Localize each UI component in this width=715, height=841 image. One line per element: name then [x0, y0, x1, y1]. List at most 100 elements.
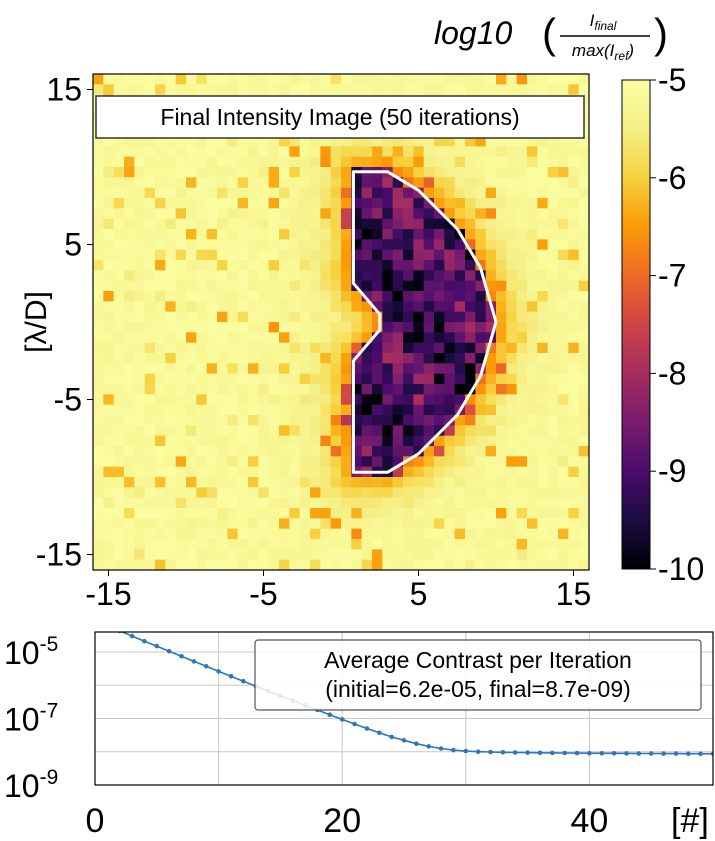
heatmap-cell	[289, 477, 301, 488]
heatmap-cell	[444, 363, 456, 375]
heatmap-cell	[496, 518, 507, 530]
heatmap-cell	[392, 518, 404, 530]
heatmap-cell	[289, 74, 301, 85]
heatmap-cell	[351, 249, 363, 261]
heatmap-cell	[144, 456, 156, 468]
heatmap-cell	[413, 518, 425, 530]
heatmap-cell	[547, 539, 559, 550]
heatmap-cell	[434, 156, 445, 168]
heatmap-cell	[392, 353, 404, 364]
heatmap-cell	[392, 74, 404, 85]
heatmap-cell	[186, 404, 197, 416]
heatmap-cell	[475, 198, 487, 209]
heatmap-cell	[382, 136, 394, 147]
heatmap-cell	[310, 229, 321, 240]
heatmap-cell	[227, 74, 239, 85]
heatmap-cell	[341, 456, 352, 468]
heatmap-cell	[217, 156, 228, 168]
heatmap-cell	[547, 146, 559, 158]
heatmap-cell	[527, 74, 538, 85]
heatmap-cell	[496, 136, 507, 147]
heatmap-cell	[506, 270, 518, 282]
heatmap-cell	[258, 528, 270, 540]
heatmap-cell	[537, 187, 549, 199]
heatmap-cell	[485, 239, 497, 251]
heatmap-cell	[186, 156, 197, 168]
heatmap-cell	[330, 177, 342, 189]
heatmap-cell	[485, 136, 497, 147]
heatmap-cell	[361, 218, 373, 230]
heatmap-cell	[537, 280, 549, 292]
heatmap-cell	[454, 249, 466, 261]
heatmap-cell	[516, 146, 528, 158]
heatmap-cell	[186, 167, 197, 178]
heatmap-cell	[496, 373, 507, 385]
heatmap-cell	[506, 373, 518, 385]
heatmap-cell	[196, 156, 208, 168]
heatmap-cell	[155, 239, 166, 251]
heatmap-cell	[279, 425, 290, 437]
heatmap-cell	[341, 446, 352, 457]
heatmap-cell	[237, 353, 249, 364]
heatmap-cell	[454, 136, 466, 147]
heatmap-cell	[475, 136, 487, 147]
heatmap-cell	[444, 549, 456, 561]
heatmap-cell	[144, 322, 156, 333]
colorbar-label-paren-open: (	[542, 10, 556, 57]
heatmap-cell	[279, 239, 290, 251]
heatmap-cell	[558, 404, 569, 416]
line-chart-legend: Average Contrast per Iteration (initial=…	[254, 639, 702, 711]
heatmap-cell	[392, 539, 404, 550]
heatmap-cell	[496, 508, 507, 519]
heatmap-cell	[351, 497, 363, 509]
heatmap-cell	[392, 208, 404, 220]
heatmap-cell	[454, 260, 466, 271]
heatmap-cell	[248, 167, 259, 178]
heatmap-cell	[372, 353, 383, 364]
heatmap-cell	[217, 353, 228, 364]
dark-hole-boundary	[351, 170, 498, 474]
contrast-data-point	[475, 749, 481, 754]
heatmap-cell	[155, 415, 166, 426]
heatmap-cell	[537, 404, 549, 416]
heatmap-cell	[165, 249, 177, 261]
heatmap-cell	[227, 167, 239, 178]
heatmap-cell	[320, 322, 332, 333]
contrast-data-point	[636, 751, 642, 756]
heatmap-cell	[320, 508, 332, 519]
heatmap-cell	[144, 477, 156, 488]
heatmap-cell	[279, 539, 290, 550]
heatmap-cell	[103, 187, 115, 199]
heatmap-cell	[382, 156, 394, 168]
heatmap-cell	[330, 373, 342, 385]
heatmap-cell	[279, 353, 290, 364]
heatmap-cell	[144, 74, 156, 85]
heatmap-cell	[268, 291, 280, 302]
heatmap-cell	[527, 260, 538, 271]
heatmap-cell	[196, 404, 208, 416]
heatmap-cell	[351, 301, 363, 313]
line-chart-y-tick-label: 10-7	[4, 699, 58, 737]
heatmap-cell	[413, 270, 425, 282]
heatmap-cell	[237, 84, 249, 96]
heatmap-cell	[165, 239, 177, 251]
heatmap-cell	[423, 508, 435, 519]
heatmap-cell	[310, 167, 321, 178]
heatmap-cell	[196, 249, 208, 261]
heatmap-cell	[186, 291, 197, 302]
heatmap-cell	[516, 270, 528, 282]
heatmap-cell	[134, 373, 146, 385]
heatmap-cell	[289, 549, 301, 561]
contrast-data-point	[624, 751, 629, 756]
heatmap-cell	[516, 322, 528, 333]
heatmap-cell	[320, 291, 332, 302]
heatmap-cell	[434, 342, 445, 354]
heatmap-cell	[361, 249, 373, 261]
heatmap-cell	[578, 260, 589, 271]
heatmap-cell	[196, 260, 208, 271]
heatmap-cell	[506, 415, 518, 426]
heatmap-cell	[237, 497, 249, 509]
heatmap-cell	[217, 456, 228, 468]
heatmap-cell	[320, 404, 332, 416]
heatmap-cell	[578, 301, 589, 313]
